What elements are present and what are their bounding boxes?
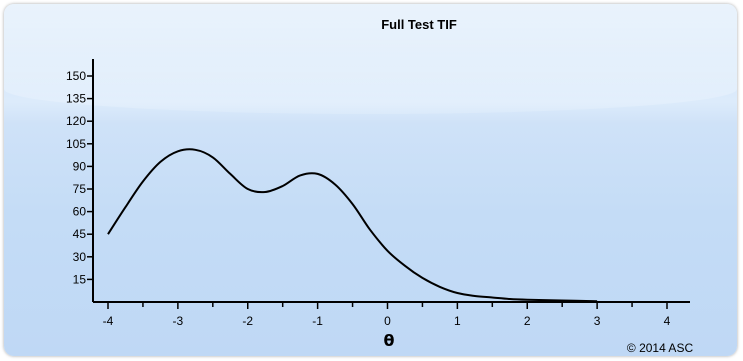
y-tick-label: 45 (73, 227, 87, 241)
y-tick-label: 90 (73, 159, 87, 173)
series-line (107, 148, 598, 303)
chart-panel (4, 4, 737, 356)
y-tick-label: 120 (66, 114, 86, 128)
chart-title: Full Test TIF (381, 17, 457, 32)
y-tick-label: 75 (73, 182, 87, 196)
y-tick-label: 105 (66, 137, 86, 151)
copyright-annotation: © 2014 ASC (627, 341, 694, 355)
y-tick-label: 30 (73, 250, 87, 264)
x-tick-label: 4 (664, 314, 671, 328)
y-ticks: 15 30 45 60 75 90 105 120 135 150 (66, 69, 93, 286)
y-tick-label: 135 (66, 92, 86, 106)
x-tick-label: 0 (384, 314, 391, 328)
x-axis-label: θ (384, 331, 395, 350)
x-tick-label: 2 (524, 314, 531, 328)
x-ticks: -4 -3 -2 -1 0 1 2 3 4 (103, 302, 671, 328)
x-tick-label: -2 (242, 314, 253, 328)
x-tick-label: 3 (594, 314, 601, 328)
x-tick-label: -1 (312, 314, 323, 328)
x-tick-label: -3 (173, 314, 184, 328)
x-tick-label: -4 (103, 314, 114, 328)
y-tick-label: 150 (66, 69, 86, 83)
y-tick-label: 15 (73, 272, 87, 286)
panel-gloss (4, 4, 737, 114)
x-tick-label: 1 (454, 314, 461, 328)
y-tick-label: 60 (73, 205, 87, 219)
